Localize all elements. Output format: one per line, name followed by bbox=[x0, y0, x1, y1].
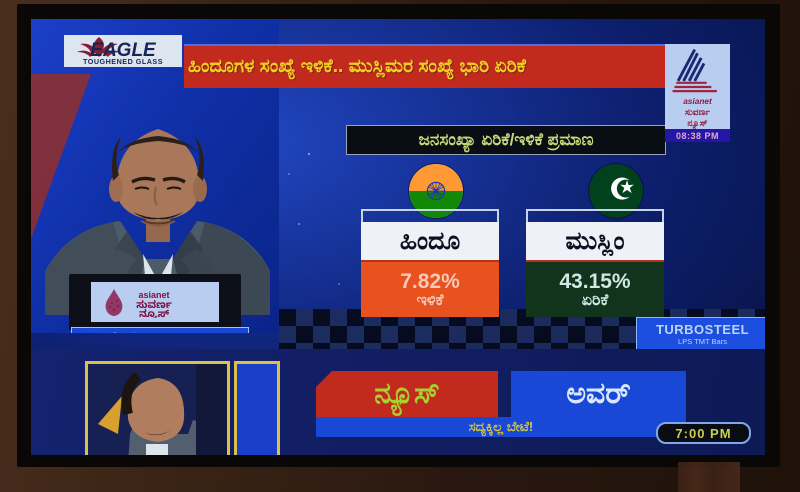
svg-text:ನ್ಯೂಸ್: ನ್ಯೂಸ್ bbox=[139, 308, 170, 318]
svg-text:asianet: asianet bbox=[138, 290, 169, 300]
svg-text:ಸುವರ್ಣ: ಸುವರ್ಣ bbox=[685, 107, 710, 117]
svg-text:ನ್ಯೂಸ್: ನ್ಯೂಸ್ bbox=[687, 118, 708, 129]
svg-text:asianet: asianet bbox=[683, 96, 713, 106]
